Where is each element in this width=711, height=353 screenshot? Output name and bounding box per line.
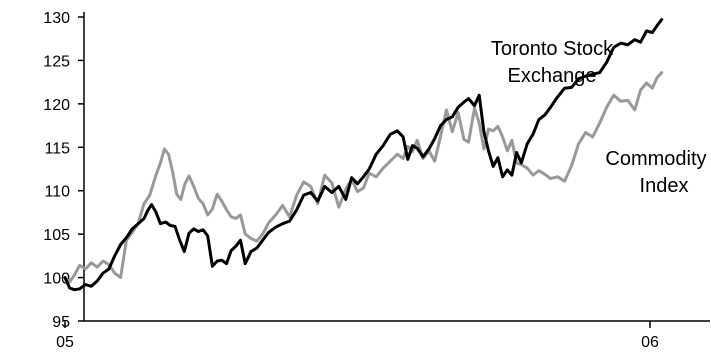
y-tick-label: 115 [44,140,70,157]
y-tick-label: 120 [43,97,70,114]
y-tick-label: 95 [52,314,70,331]
y-axis-ticks: 95 100 105 110 115 120 125 130 [43,10,84,331]
series-label-toronto-line-1: Toronto Stock [491,38,614,60]
x-tick-label: 06 [641,334,659,351]
y-tick-label: 130 [43,10,70,27]
series-layer [63,18,664,292]
x-axis-ticks: 05 06 [56,321,659,351]
series-label-commodity-line-1: Commodity [605,148,706,170]
y-tick-label: 105 [43,227,70,244]
y-tick-label: 110 [44,184,70,201]
x-tick-label: 05 [56,334,74,351]
y-tick-label: 100 [43,271,70,288]
series-labels: Toronto Stock Exchange Commodity Index [491,38,707,197]
y-tick-label: 125 [43,53,70,70]
series-label-commodity-line-2: Index [640,175,689,197]
series-label-toronto-line-2: Exchange [508,65,597,87]
series-line-commodity-index [63,71,664,284]
series-line-toronto-stock-exchange [63,18,664,292]
